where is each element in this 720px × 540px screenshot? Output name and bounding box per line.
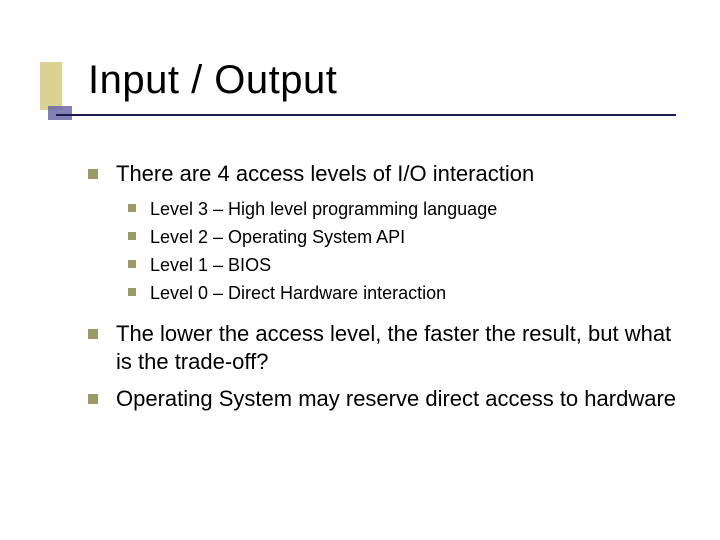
decor-box-purple [48, 106, 72, 120]
list-item: Operating System may reserve direct acce… [88, 385, 688, 414]
list-text: Level 2 – Operating System API [150, 225, 405, 249]
title-decoration [40, 62, 70, 120]
title-underline [56, 114, 676, 116]
sub-list: Level 3 – High level programming languag… [128, 197, 688, 306]
slide-title: Input / Output [88, 58, 337, 103]
bullet-icon [128, 204, 136, 212]
list-item: Level 2 – Operating System API [128, 225, 688, 249]
bullet-icon [88, 329, 98, 339]
list-text: The lower the access level, the faster t… [116, 320, 688, 377]
bullet-icon [88, 169, 98, 179]
list-item: Level 0 – Direct Hardware interaction [128, 281, 688, 305]
bullet-icon [128, 288, 136, 296]
list-text: Level 3 – High level programming languag… [150, 197, 497, 221]
bullet-icon [128, 232, 136, 240]
bullet-icon [88, 394, 98, 404]
list-item: The lower the access level, the faster t… [88, 320, 688, 377]
list-item: Level 3 – High level programming languag… [128, 197, 688, 221]
list-item: Level 1 – BIOS [128, 253, 688, 277]
list-item: There are 4 access levels of I/O interac… [88, 160, 688, 189]
slide-content: There are 4 access levels of I/O interac… [88, 160, 688, 422]
list-text: There are 4 access levels of I/O interac… [116, 160, 534, 189]
list-text: Operating System may reserve direct acce… [116, 385, 676, 414]
list-text: Level 0 – Direct Hardware interaction [150, 281, 446, 305]
list-text: Level 1 – BIOS [150, 253, 271, 277]
decor-box-yellow [40, 62, 62, 110]
bullet-icon [128, 260, 136, 268]
